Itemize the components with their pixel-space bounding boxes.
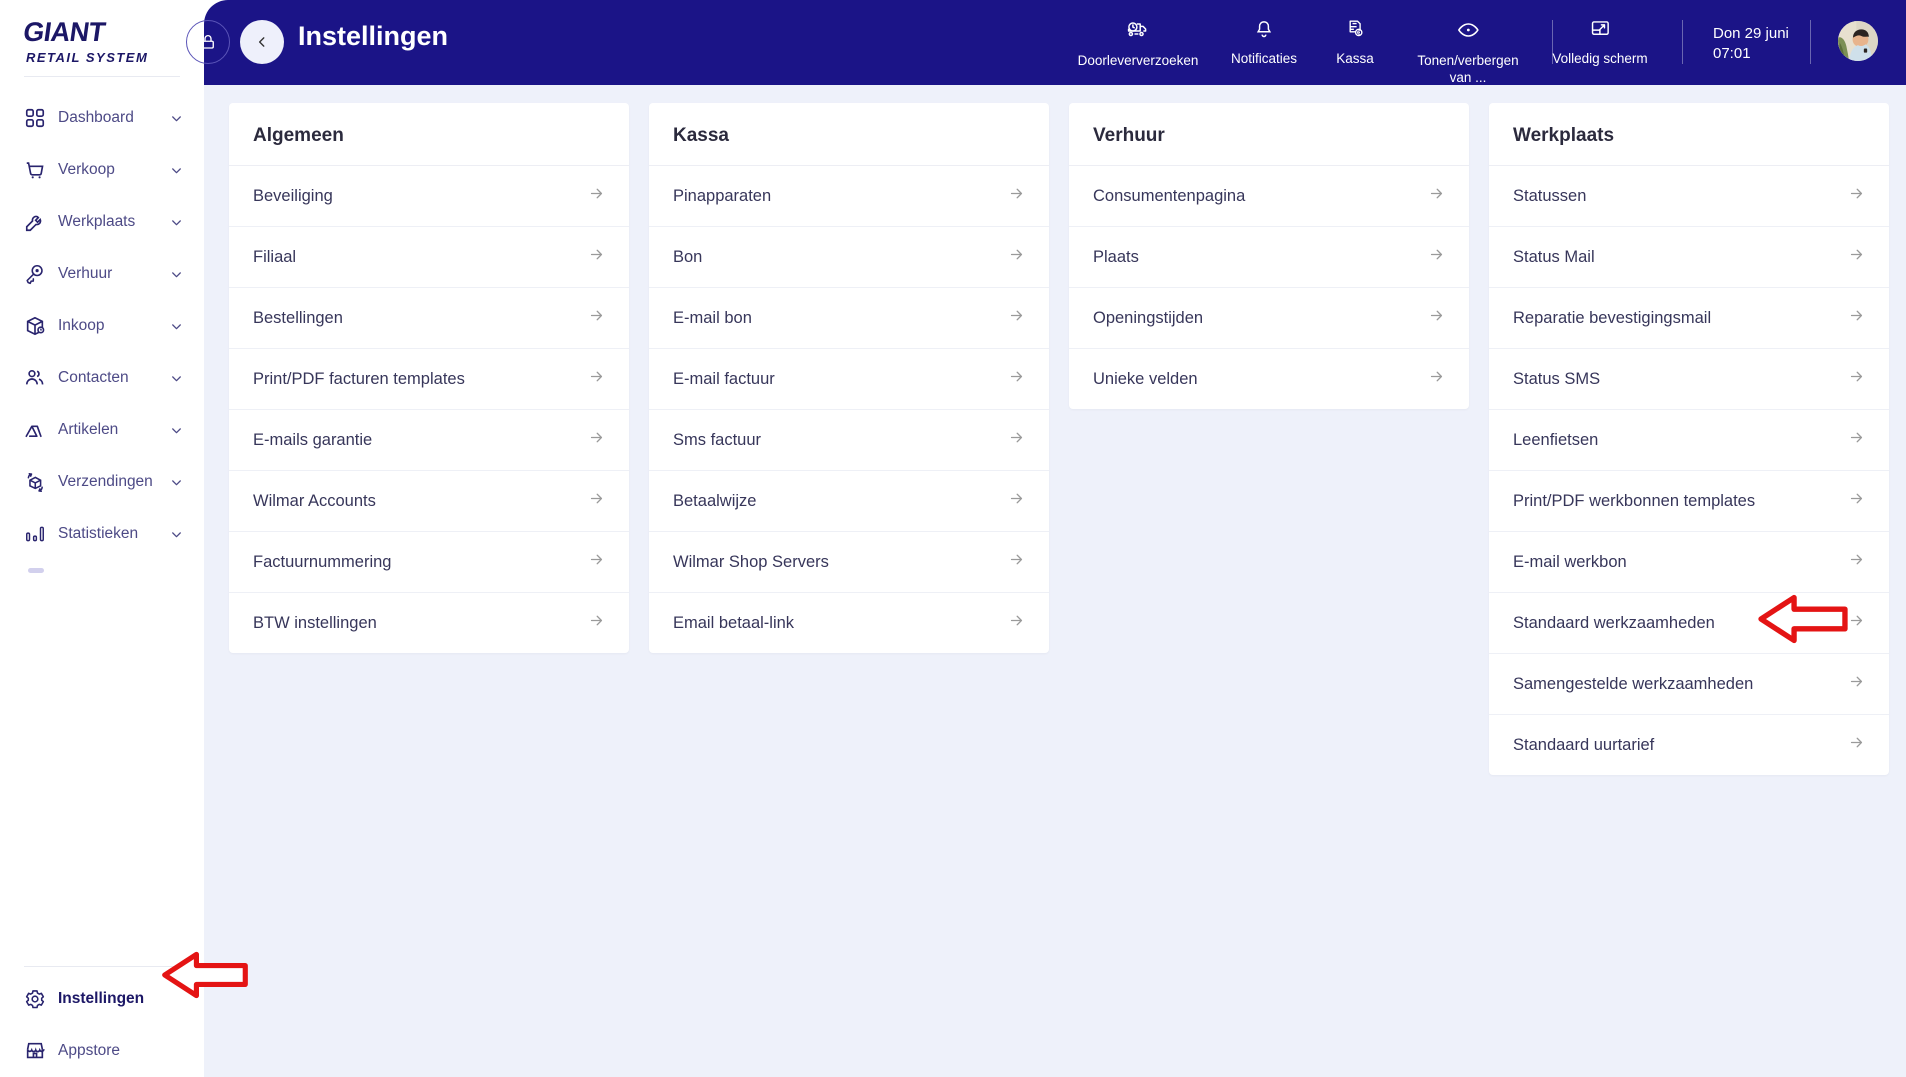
svg-text:GIANT: GIANT <box>24 16 108 47</box>
svg-text:RETAIL SYSTEM: RETAIL SYSTEM <box>26 50 148 65</box>
